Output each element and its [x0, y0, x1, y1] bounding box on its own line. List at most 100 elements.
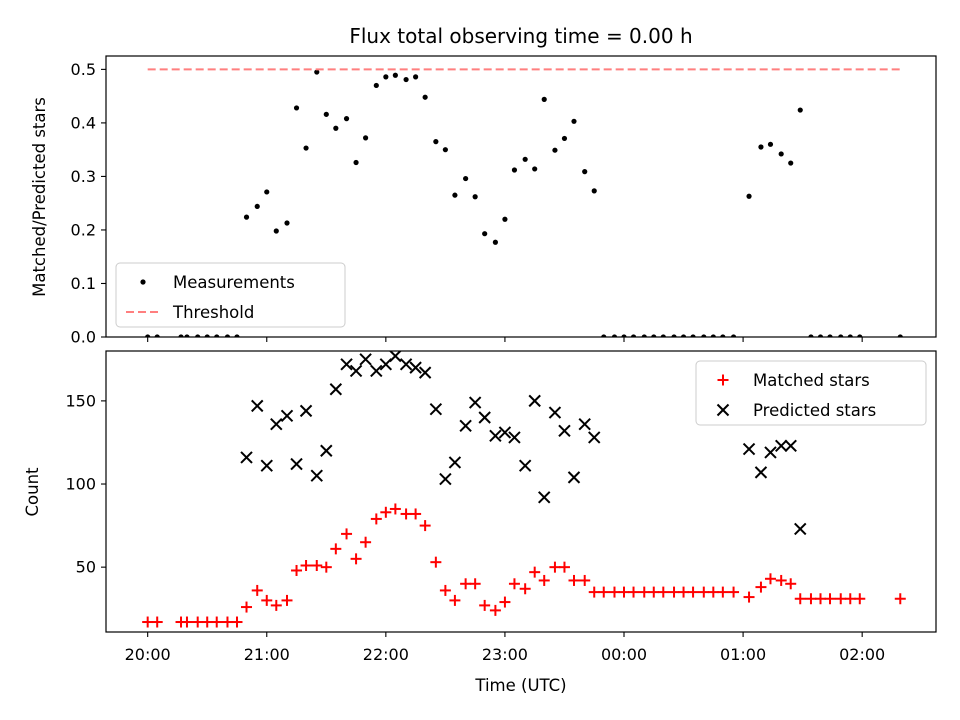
x-tick-label-2: 22:00: [363, 645, 409, 664]
measurements-point-9: [243, 214, 250, 220]
measurements-point-44: [591, 188, 597, 194]
y-tick-label-top-4: 0.4: [71, 113, 96, 132]
y-tick-label-bottom-2: 150: [65, 391, 96, 410]
measurements-point-50: [651, 334, 657, 337]
matched-stars-point-55: [698, 586, 710, 598]
matched-stars-point-63: [785, 578, 797, 590]
measurements-point-36: [511, 167, 518, 173]
measurements-point-27: [422, 94, 428, 100]
measurements-point-15: [303, 145, 309, 151]
axes-frame-bottom: [105, 350, 937, 633]
plot-area-bottom: [142, 351, 906, 628]
matched-stars-point-38: [529, 566, 541, 578]
y-tick-label-top-0: 0.0: [71, 328, 96, 347]
measurements-point-46: [611, 334, 618, 337]
predicted-stars-point-35-b: [588, 431, 601, 444]
predicted-stars-point-40-b: [784, 439, 797, 452]
matched-stars-point-30: [449, 594, 461, 606]
measurements-point-8: [234, 334, 240, 337]
measurements-point-52: [671, 334, 677, 337]
top-y-axis-label: Matched/Predicted stars: [30, 97, 49, 297]
measurements-point-10: [254, 203, 260, 210]
measurements-point-61: [767, 141, 774, 147]
predicted-stars-point-16-b: [399, 358, 413, 371]
matched-stars-point-69: [844, 593, 856, 605]
measurements-point-59: [746, 193, 752, 199]
matched-stars-point-48: [628, 586, 640, 598]
matched-stars-point-51: [657, 586, 669, 598]
matched-stars-point-32: [469, 578, 481, 590]
chart-title: Flux total observing time = 0.00 h: [349, 24, 692, 48]
measurements-point-64: [797, 107, 803, 113]
predicted-stars-point-25: [489, 429, 502, 443]
matched-stars-point-60: [755, 581, 767, 593]
matched-stars-point-17: [320, 561, 332, 573]
legend-label-predicted-stars: Predicted stars: [753, 401, 876, 420]
matched-stars-point-66: [814, 593, 826, 605]
measurements-point-23: [383, 74, 389, 80]
predicted-stars-point-26: [498, 426, 512, 439]
predicted-stars-point-17: [409, 361, 422, 374]
measurements-point-5: [204, 334, 210, 337]
measurements-point-32: [472, 194, 478, 200]
matched-stars-point-70: [854, 593, 866, 605]
matched-stars-point-39: [538, 574, 550, 586]
measurements-point-12: [273, 228, 279, 234]
measurements-point-45: [601, 334, 607, 337]
matched-stars-point-25: [400, 508, 412, 520]
predicted-stars-point-30-b: [538, 491, 551, 504]
predicted-stars-point-39-b: [774, 439, 788, 452]
matched-stars-point-1: [151, 616, 163, 628]
measurements-point-40: [552, 147, 558, 153]
matched-stars-point-31: [460, 578, 472, 590]
matched-stars-point-27: [419, 520, 431, 532]
measurements-point-22: [373, 82, 379, 89]
measurements-point-13: [284, 220, 290, 226]
predicted-stars-point-15: [389, 351, 402, 363]
x-tick-label-3: 23:00: [482, 645, 528, 664]
measurements-point-4: [195, 334, 201, 337]
predicted-stars-point-22-b: [459, 419, 472, 433]
matched-stars-point-62: [775, 574, 787, 586]
measurements-point-53: [680, 334, 687, 337]
matched-stars-point-46: [608, 586, 620, 598]
predicted-stars-point-24-b: [478, 411, 491, 424]
legend-swatch-measurements: [140, 279, 146, 285]
legend-swatch-matched-stars: [717, 374, 729, 386]
matched-stars-point-50: [648, 586, 660, 598]
measurements-point-70: [857, 334, 863, 337]
predicted-stars-point-23: [468, 396, 482, 409]
plot-area-top: [145, 68, 903, 337]
matched-stars-point-61: [764, 573, 776, 585]
matched-stars-point-28: [430, 556, 442, 568]
predicted-stars-point-37-b: [754, 466, 768, 479]
y-tick-label-bottom-1: 100: [65, 475, 96, 494]
measurements-point-55: [701, 334, 707, 337]
measurements-point-19: [343, 116, 350, 122]
matched-stars-point-52: [668, 586, 680, 598]
measurements-point-65: [808, 334, 814, 337]
predicted-stars-point-35: [588, 431, 601, 444]
matched-stars-point-40: [549, 561, 561, 573]
matched-stars-point-14: [291, 564, 303, 576]
matched-stars-point-6: [211, 616, 223, 628]
matched-stars-point-5: [201, 616, 213, 628]
predicted-stars-point-32: [558, 424, 571, 438]
matched-stars-point-42: [568, 574, 580, 586]
top-panel: 0.0 0.1 0.2 0.3 0.4 0.5 Measurements Threshold: [71, 55, 937, 347]
matched-stars-point-45: [598, 586, 610, 598]
predicted-stars-point-8-b: [320, 444, 333, 457]
matched-stars-point-34: [489, 604, 501, 616]
measurements-point-66: [817, 334, 824, 337]
measurements-point-16: [314, 69, 320, 75]
matched-stars-point-49: [638, 586, 650, 598]
matched-stars-point-8: [231, 616, 243, 628]
bottom-panel: 50 100 150 20:00 21:00 22:00 23:00 00:00 01:00 02…: [65, 350, 937, 664]
matched-stars-point-3: [181, 616, 193, 628]
predicted-stars-point-36: [742, 442, 756, 456]
predicted-stars-point-27-b: [508, 431, 521, 444]
predicted-stars-point-24: [478, 411, 491, 424]
bottom-y-axis-label: Count: [23, 467, 42, 517]
matched-stars-point-67: [824, 593, 836, 605]
